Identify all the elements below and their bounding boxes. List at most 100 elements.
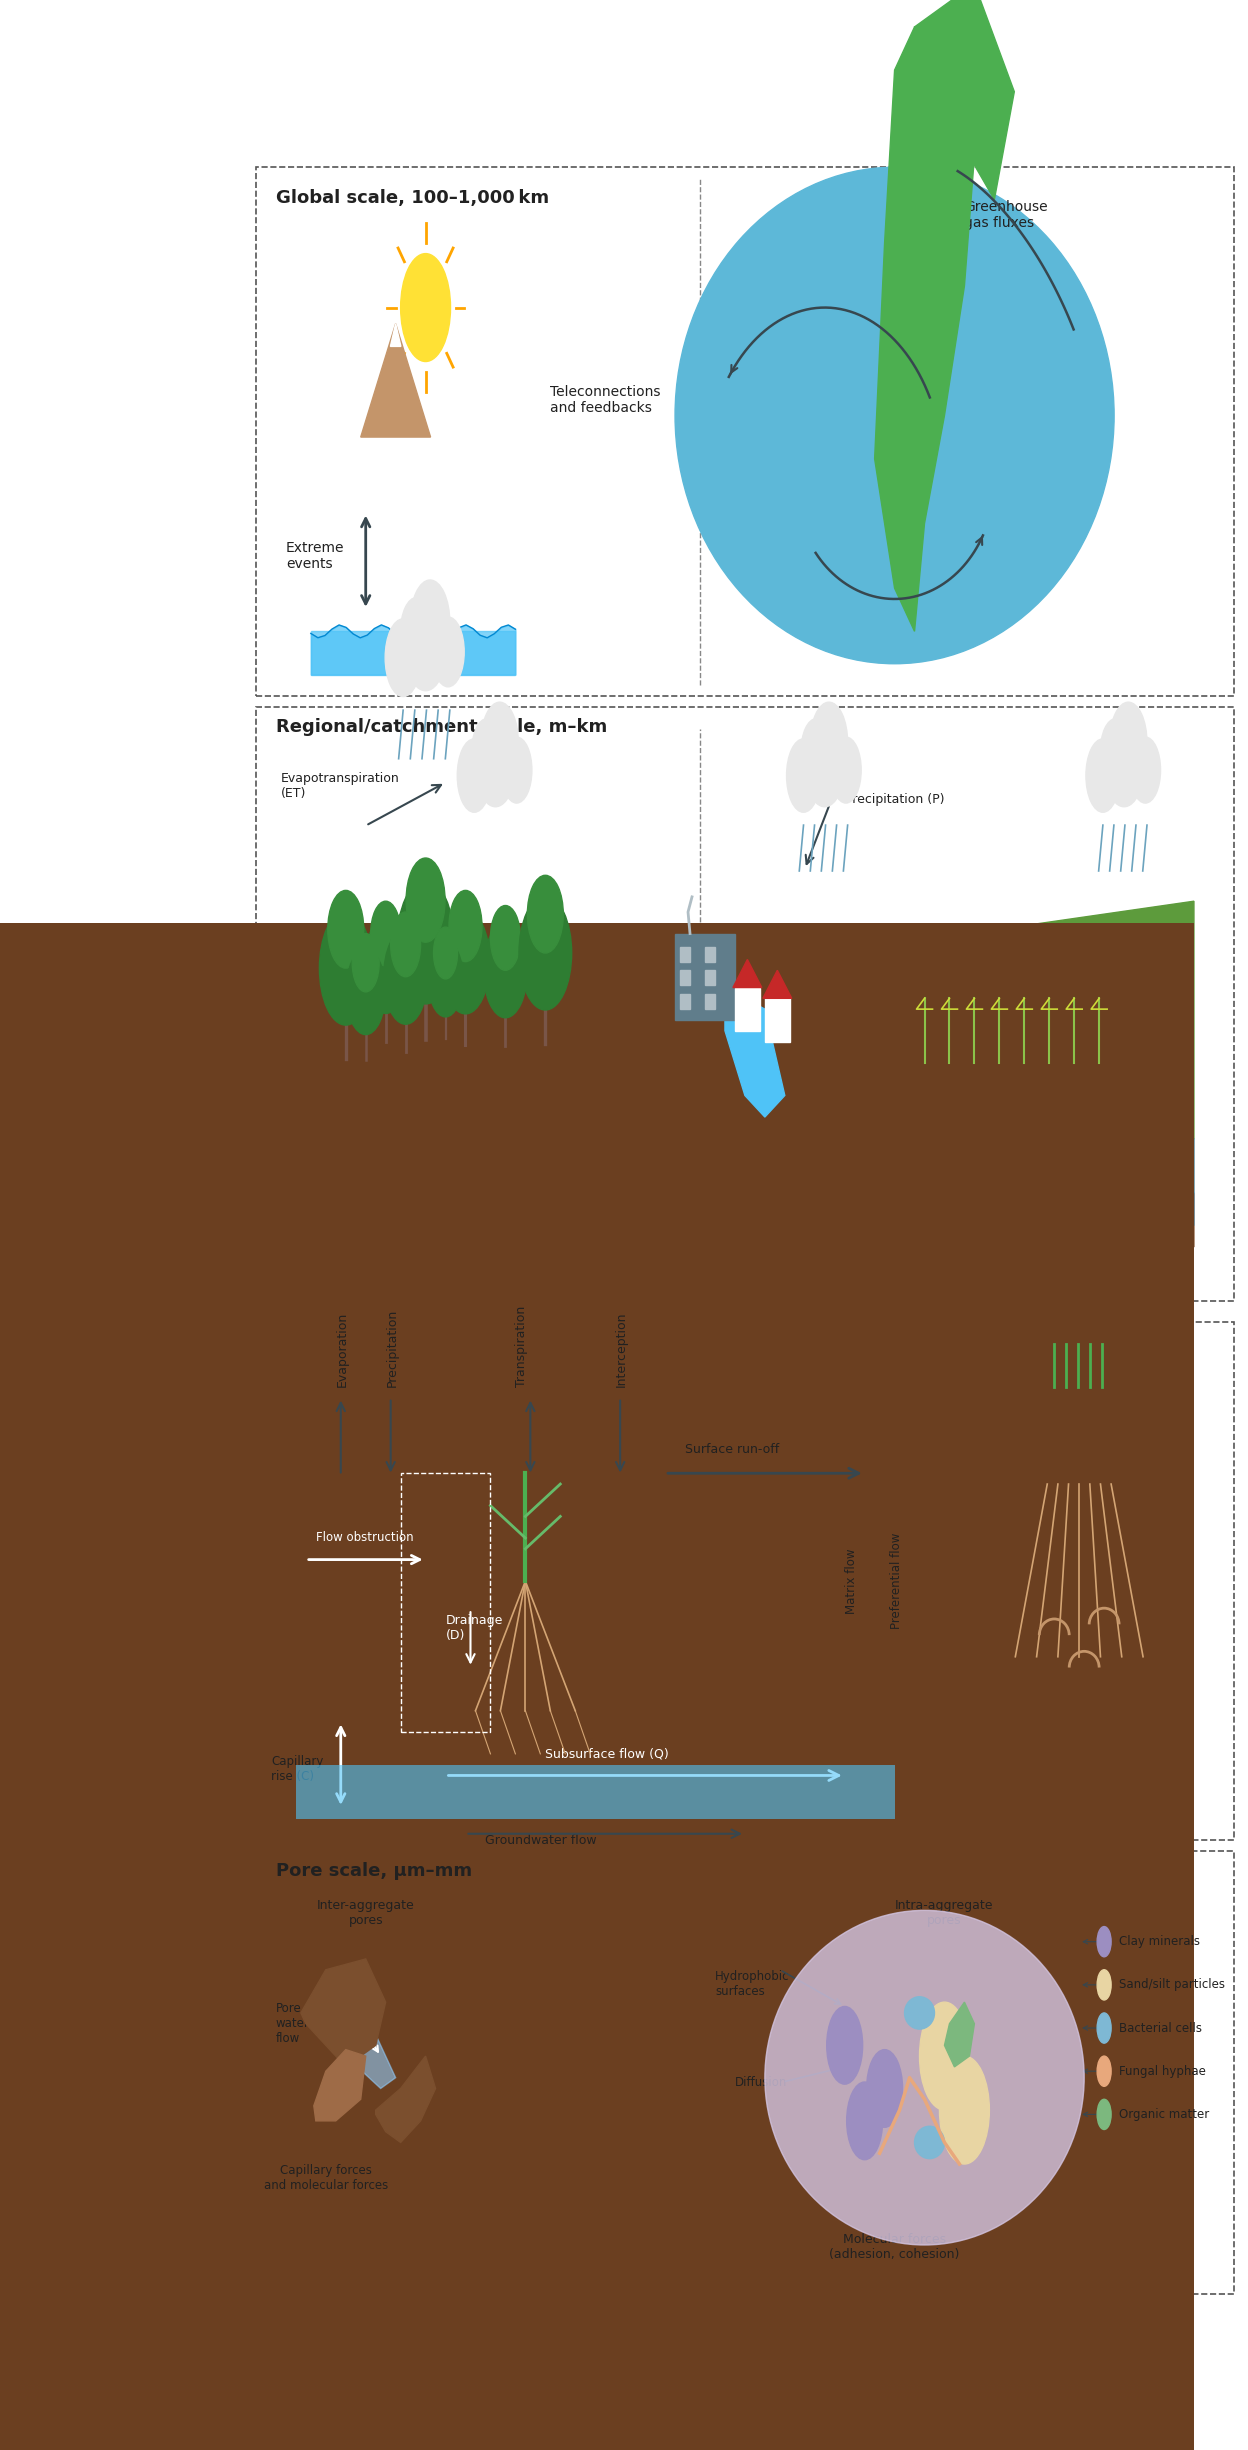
Circle shape [940,2056,990,2163]
Text: Global scale, 100–1,000 km: Global scale, 100–1,000 km [276,189,549,206]
Circle shape [411,581,449,666]
Polygon shape [945,2002,975,2068]
Text: Drainage (D): Drainage (D) [555,1107,636,1120]
Polygon shape [725,987,785,1117]
Circle shape [428,941,463,1017]
Text: Inter-aggregate
pores: Inter-aggregate pores [317,1899,414,1926]
Circle shape [846,2082,882,2161]
Circle shape [786,740,820,813]
Circle shape [528,875,563,953]
Circle shape [1097,1926,1111,1958]
Circle shape [1101,718,1131,784]
Circle shape [449,889,482,963]
Circle shape [319,911,372,1024]
Text: Surface run-off: Surface run-off [685,1443,779,1455]
Text: Soil
water
storage: Soil water storage [266,1063,313,1107]
Circle shape [346,948,386,1034]
Ellipse shape [915,2127,945,2158]
Circle shape [363,919,408,1014]
Text: Matrix flow: Matrix flow [845,1548,857,1615]
Polygon shape [765,997,790,1041]
Polygon shape [361,323,431,436]
Polygon shape [915,0,1015,198]
Polygon shape [391,323,401,345]
Text: Pore
water
flow: Pore water flow [276,2002,310,2046]
Circle shape [483,924,528,1017]
Polygon shape [376,2056,436,2141]
Circle shape [391,911,421,978]
Text: Pedon scale, mm–m: Pedon scale, mm–m [276,1333,475,1350]
Circle shape [826,2007,862,2085]
Circle shape [519,897,572,1009]
Text: Subsurface flow (Q): Subsurface flow (Q) [545,1747,669,1762]
Text: Groundwater flow: Groundwater flow [485,1833,597,1847]
Circle shape [328,889,363,968]
Text: Teleconnections
and feedbacks: Teleconnections and feedbacks [550,385,661,416]
Circle shape [383,929,428,1024]
Circle shape [866,2051,902,2127]
Bar [401,1472,490,1732]
Circle shape [1129,737,1161,804]
Polygon shape [296,1193,1194,1269]
Circle shape [432,617,464,686]
Text: Capillary forces
and molecular forces: Capillary forces and molecular forces [263,2163,388,2193]
Polygon shape [705,995,715,1009]
Circle shape [403,593,448,691]
Circle shape [442,909,489,1014]
Circle shape [401,255,451,363]
Text: Flow obstruction: Flow obstruction [316,1531,413,1544]
Polygon shape [301,1960,386,2068]
Polygon shape [680,946,690,963]
Circle shape [831,737,861,804]
Text: Hydrophobic
surfaces: Hydrophobic surfaces [715,1970,790,1997]
Text: Bacterial cells: Bacterial cells [1119,2021,1202,2034]
Circle shape [490,906,520,970]
Circle shape [386,620,421,696]
Text: Pore scale, μm–mm: Pore scale, μm–mm [276,1862,472,1879]
Circle shape [474,715,517,806]
Circle shape [1097,2100,1111,2129]
Text: Transpiration: Transpiration [515,1306,528,1387]
FancyBboxPatch shape [0,924,1194,2450]
Circle shape [1109,703,1147,784]
Polygon shape [296,1139,1194,1247]
Polygon shape [875,27,975,632]
Ellipse shape [675,167,1114,664]
Text: Sand/silt particles: Sand/silt particles [1119,1977,1226,1992]
Ellipse shape [765,1911,1085,2244]
Polygon shape [675,933,735,1019]
Text: Capillary
rise (C): Capillary rise (C) [271,1152,326,1178]
Text: Preferential flow: Preferential flow [890,1534,902,1629]
Circle shape [801,718,831,784]
Polygon shape [346,2014,396,2087]
Text: Precipitation (P): Precipitation (P) [845,794,945,806]
Circle shape [804,715,846,806]
Circle shape [371,902,401,965]
Text: Extreme
events: Extreme events [286,541,344,571]
Text: Diffusion: Diffusion [735,2075,787,2087]
Circle shape [406,858,446,943]
Text: Molecular forces
(adhesion, cohesion): Molecular forces (adhesion, cohesion) [830,2232,960,2261]
Polygon shape [763,970,791,997]
Text: Clay minerals: Clay minerals [1119,1936,1201,1948]
Circle shape [433,926,458,980]
Circle shape [985,1387,1174,1796]
Polygon shape [313,2051,366,2122]
Text: Regional/catchment scale, m–km: Regional/catchment scale, m–km [276,718,608,735]
Text: Fungal hyphae: Fungal hyphae [1119,2065,1206,2078]
Text: Capillary
rise (C): Capillary rise (C) [271,1754,323,1784]
Circle shape [480,703,518,784]
Text: Run-off
(R): Run-off (R) [875,965,920,995]
Text: Interception: Interception [615,1311,628,1387]
Text: Evaporation: Evaporation [336,1311,348,1387]
Circle shape [502,737,532,804]
Circle shape [1086,740,1119,813]
Polygon shape [296,1139,1194,1355]
Polygon shape [735,987,760,1031]
Text: Greenhouse
gas fluxes: Greenhouse gas fluxes [965,198,1048,230]
Polygon shape [705,946,715,963]
Circle shape [397,880,454,1004]
Circle shape [1097,2014,1111,2043]
Polygon shape [680,995,690,1009]
Circle shape [920,2002,970,2109]
